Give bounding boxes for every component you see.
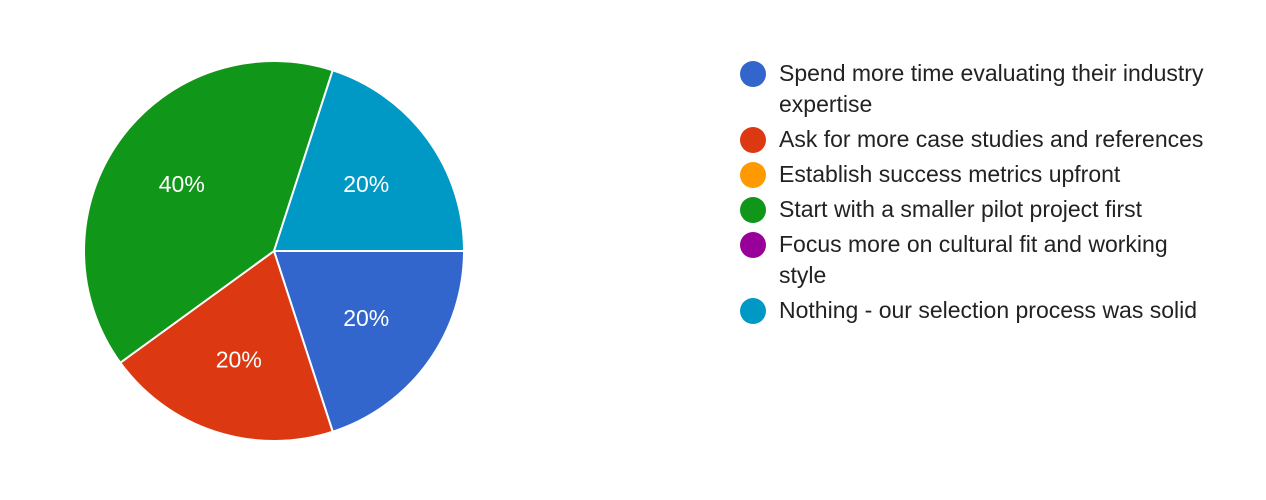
pie-slice-label: 20% xyxy=(343,305,389,331)
legend-item[interactable]: Spend more time evaluating their industr… xyxy=(740,58,1240,120)
legend-swatch xyxy=(740,197,766,223)
pie-slice[interactable] xyxy=(119,250,334,442)
pie-slice[interactable] xyxy=(273,250,465,433)
legend-swatch xyxy=(740,61,766,87)
pie-slice-label: 20% xyxy=(343,171,389,197)
legend-item[interactable]: Establish success metrics upfront xyxy=(740,159,1240,190)
legend-swatch xyxy=(740,298,766,324)
legend-item[interactable]: Nothing - our selection process was soli… xyxy=(740,295,1240,326)
legend-swatch xyxy=(740,127,766,153)
legend-item[interactable]: Focus more on cultural fit and working s… xyxy=(740,229,1240,291)
legend-swatch xyxy=(740,162,766,188)
pie-chart-svg: 20% 20% 40% 20% xyxy=(83,60,465,442)
legend-item[interactable]: Start with a smaller pilot project first xyxy=(740,194,1240,225)
legend: Spend more time evaluating their industr… xyxy=(740,58,1240,330)
legend-label: Ask for more case studies and references xyxy=(779,126,1204,152)
legend-label: Focus more on cultural fit and working s… xyxy=(779,231,1168,288)
pie-slice-label: 40% xyxy=(159,171,205,197)
pie-slice-label: 20% xyxy=(216,346,262,372)
pie-slice[interactable] xyxy=(83,60,334,364)
legend-label: Establish success metrics upfront xyxy=(779,161,1121,187)
pie-chart: 20% 20% 40% 20% xyxy=(0,0,560,500)
legend-label: Spend more time evaluating their industr… xyxy=(779,60,1204,117)
legend-item[interactable]: Ask for more case studies and references xyxy=(740,124,1240,155)
pie-slice[interactable] xyxy=(273,69,465,252)
legend-label: Start with a smaller pilot project first xyxy=(779,196,1143,222)
legend-label: Nothing - our selection process was soli… xyxy=(779,297,1198,323)
legend-swatch xyxy=(740,232,766,258)
